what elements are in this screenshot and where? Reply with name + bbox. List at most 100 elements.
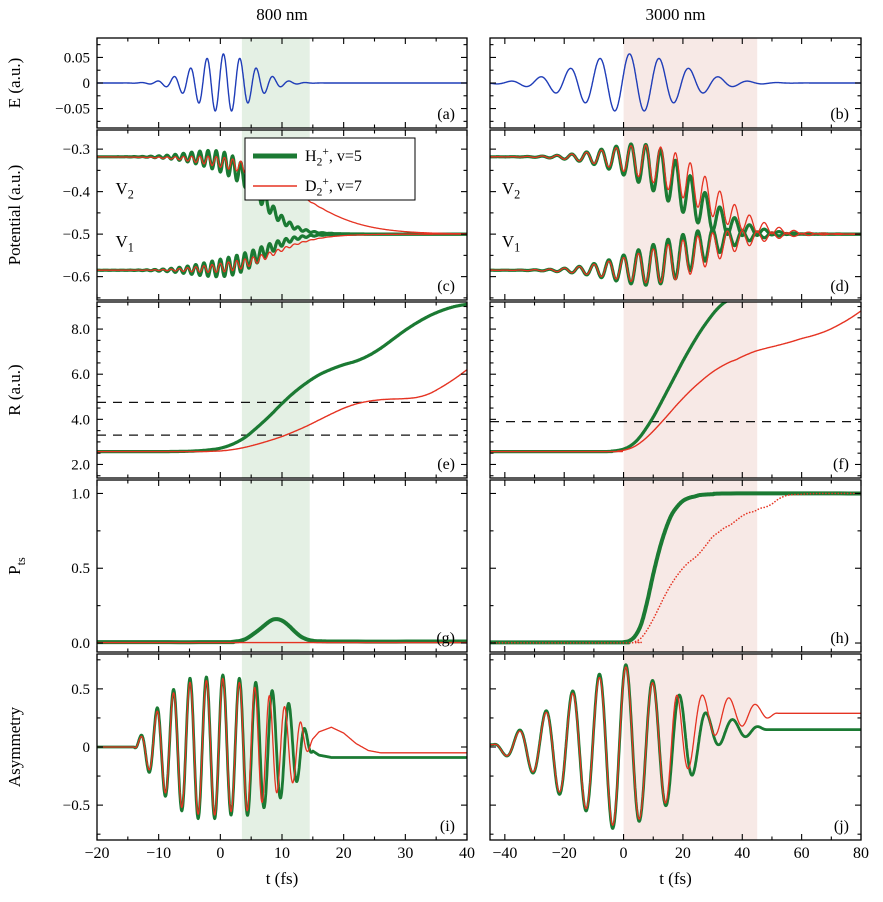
panel-f: (f) (489, 301, 862, 479)
series-group (490, 491, 861, 645)
x-tick-label: 0 (620, 845, 628, 862)
series-group (490, 302, 861, 454)
panel-frame (489, 129, 862, 301)
series-group (97, 53, 467, 112)
column-title: 3000 nm (646, 5, 706, 24)
panel-letter: (d) (830, 278, 849, 295)
panel-letter: (f) (833, 456, 849, 473)
x-axis-title: t (fs) (659, 869, 692, 888)
series-Pts-H2 (490, 491, 861, 645)
y-tick-label: −0.3 (63, 142, 90, 158)
series-group (97, 617, 467, 645)
y-tick-label: 6.0 (71, 367, 90, 383)
panel-letter: (b) (830, 106, 849, 123)
panel-frame (489, 301, 862, 479)
y-tick-label: 0.05 (64, 50, 90, 66)
y-tick-label: −0.05 (55, 102, 90, 118)
series-Pts-D2 (490, 492, 861, 644)
y-tick-label: −0.6 (63, 270, 91, 286)
curve-label: V1 (502, 232, 520, 255)
series-R-H2 (97, 302, 467, 454)
panel-b: (b) (489, 37, 862, 129)
panel-e: 2.0 4.0 6.0 8.0 (e) (71, 301, 468, 479)
y-tick-label: 2.0 (71, 457, 90, 473)
x-tick-label: −10 (146, 845, 171, 862)
axis-ticks (490, 130, 862, 300)
series-Pts-H2 (97, 617, 467, 645)
series-group (490, 663, 861, 830)
series-V1-D2 (97, 233, 467, 273)
series-group (490, 53, 861, 112)
y-axis-title: Asymmetry (5, 706, 24, 787)
y-tick-label: −0.4 (63, 185, 91, 201)
x-tick-label: 20 (336, 845, 352, 862)
axis-ticks (490, 480, 862, 652)
y-tick-label: −0.5 (63, 798, 90, 814)
panel-letter: (i) (440, 818, 455, 835)
series-R-D2 (97, 369, 467, 453)
panel-a: 0.05 0 −0.05 (a) (55, 37, 468, 129)
curve-label: V2 (116, 179, 134, 202)
x-tick-label: −20 (84, 845, 109, 862)
panel-j: (j) (489, 653, 862, 841)
panel-d: (d) V2 V1 (489, 129, 862, 301)
y-tick-label: 8.0 (71, 322, 90, 338)
series-R-H2 (490, 302, 729, 454)
axis-ticks (96, 480, 468, 652)
y-axis-title: R (a.u.) (5, 364, 24, 415)
x-tick-label: 10 (274, 845, 290, 862)
curve-label: V2 (502, 179, 520, 202)
y-tick-label: 1.0 (71, 486, 90, 502)
y-axis-title: Potential (a.u.) (5, 165, 24, 266)
x-axis-title: t (fs) (266, 869, 299, 888)
axis-ticks (490, 302, 862, 478)
series-Asym-D2 (490, 666, 861, 826)
y-axis-title: Pts (5, 557, 28, 575)
series-group (490, 142, 861, 287)
shade-region (623, 38, 758, 128)
panel-letter: (e) (437, 456, 455, 473)
shade-region (241, 38, 310, 128)
panel-letter: (c) (437, 278, 455, 295)
series-E-3000nm (490, 53, 861, 112)
y-tick-label: −0.5 (63, 227, 90, 243)
axis-ticks (490, 654, 862, 840)
x-tick-label: −20 (552, 845, 577, 862)
shade-region (623, 654, 758, 840)
curve-label: V1 (116, 232, 134, 255)
panel-c: −0.3 −0.4 −0.5 −0.6 (c) V2 V1 H2+, v=5 D2+, v=7 (63, 129, 468, 301)
y-tick-label: 0 (83, 76, 91, 92)
series-group (97, 302, 467, 454)
shade-region (623, 480, 758, 652)
y-axis-title: E (a.u.) (5, 58, 24, 109)
axis-ticks (96, 130, 468, 300)
y-tick-label: 0 (83, 740, 91, 756)
series-R-D2 (490, 310, 861, 453)
panel-frame (489, 479, 862, 653)
x-tick-label: 30 (397, 845, 413, 862)
panel-letter: (g) (436, 630, 455, 647)
x-tick-label: 20 (675, 845, 691, 862)
y-tick-label: 0.5 (71, 561, 90, 577)
axis-ticks (96, 302, 468, 478)
x-tick-label: 0 (216, 845, 224, 862)
series-group (97, 673, 467, 820)
panel-letter: (j) (834, 818, 849, 835)
panel-letter: (a) (437, 106, 455, 123)
legend-box (244, 137, 416, 201)
axis-ticks (96, 38, 468, 128)
axis-ticks (490, 38, 862, 128)
axis-ticks (96, 654, 468, 840)
y-tick-label: 0.5 (71, 682, 90, 698)
series-Asym-D2 (97, 677, 467, 816)
legend-label: H2+, v=5 (305, 146, 362, 169)
x-tick-label: 40 (459, 845, 475, 862)
x-tick-label: 80 (853, 845, 869, 862)
x-tick-label: −40 (492, 845, 517, 862)
series-V1-D2 (490, 229, 861, 284)
panel-i: −0.5 0 0.5 (i) (63, 653, 468, 841)
legend: H2+, v=5 D2+, v=7 (244, 137, 416, 201)
series-E-800nm (97, 53, 467, 112)
